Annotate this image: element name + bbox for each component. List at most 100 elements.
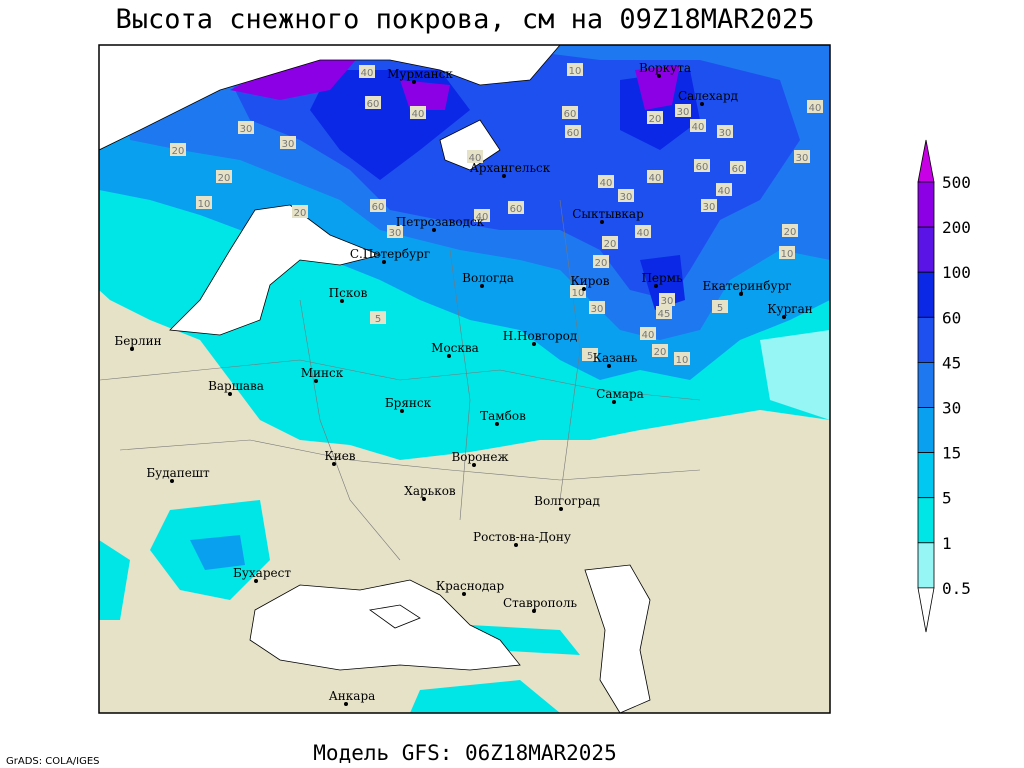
contour-label: 10	[198, 199, 211, 210]
colorbar-box	[917, 497, 935, 544]
contour-label-box	[701, 199, 717, 212]
contour-label: 45	[658, 309, 671, 320]
city-label: Анкара	[329, 689, 376, 703]
contour-label: 40	[476, 212, 489, 223]
contour-label-box	[730, 161, 746, 174]
contour-label-box	[565, 125, 581, 138]
city-label: Тамбов	[480, 409, 526, 423]
contour-label-box	[782, 224, 798, 237]
city-dot	[657, 74, 661, 78]
city-label: Минск	[301, 366, 344, 380]
city-label: Казань	[593, 351, 638, 365]
contour-label-box	[359, 65, 375, 78]
contour-label: 40	[637, 228, 650, 239]
colorbar-label: 15	[942, 444, 961, 463]
colorbar-label: 30	[942, 399, 961, 418]
city-dot	[432, 228, 436, 232]
map-frame	[98, 44, 831, 714]
contour-label: 20	[294, 208, 307, 219]
contour-label-box	[656, 306, 672, 319]
contour-label-box	[716, 183, 732, 196]
contour-label-box	[807, 100, 823, 113]
contour-label-box	[618, 189, 634, 202]
city-dot	[612, 400, 616, 404]
city-label: Салехард	[678, 89, 738, 103]
colorbar-label: 0.5	[942, 579, 971, 598]
contour-label: 5	[587, 351, 593, 362]
contour-label-box	[647, 111, 663, 124]
city-label: Ставрополь	[503, 596, 577, 610]
contour-label-box	[216, 170, 232, 183]
colorbar-label: 1	[942, 534, 952, 553]
contour-label-box	[598, 175, 614, 188]
city-dot	[170, 479, 174, 483]
colorbar-label: 5	[942, 489, 952, 508]
contour-label: 20	[595, 258, 608, 269]
contour-label: 20	[654, 347, 667, 358]
city-dot	[495, 422, 499, 426]
contour-label: 40	[809, 103, 822, 114]
city-label: Будапешт	[146, 466, 210, 480]
contour-label: 40	[600, 178, 613, 189]
contour-label: 30	[719, 128, 732, 139]
contour-label: 10	[676, 355, 689, 366]
contour-label: 60	[696, 162, 709, 173]
contour-label-box	[602, 236, 618, 249]
contour-label: 30	[796, 153, 809, 164]
city-label: Брянск	[385, 396, 432, 410]
contour-label-box	[652, 344, 668, 357]
city-dot	[447, 354, 451, 358]
city-dot	[514, 543, 518, 547]
city-label: Волгоград	[534, 494, 600, 508]
city-label: Киров	[571, 274, 610, 288]
contour-label-box	[562, 106, 578, 119]
contour-label: 20	[172, 146, 185, 157]
contour-label: 20	[784, 227, 797, 238]
contour-label-box	[674, 352, 690, 365]
contour-label-box	[589, 301, 605, 314]
contour-label: 10	[781, 249, 794, 260]
contour-label-box	[292, 205, 308, 218]
city-dot	[314, 379, 318, 383]
contour-label-box	[659, 293, 675, 306]
city-label: Курган	[767, 302, 812, 316]
city-dot	[254, 579, 258, 583]
colorbar-box	[917, 361, 935, 408]
title: Высота снежного покрова, см на 09Z18MAR2…	[116, 4, 815, 35]
city-label: Архангельск	[470, 161, 551, 175]
city-dot	[340, 299, 344, 303]
contour-label: 60	[372, 202, 385, 213]
contour-label: 40	[412, 109, 425, 120]
city-dot	[559, 507, 563, 511]
city-dot	[130, 347, 134, 351]
city-label: Псков	[329, 286, 368, 300]
contour-label-box	[712, 300, 728, 313]
city-label: Варшава	[208, 379, 264, 393]
colorbar-bottom	[917, 587, 935, 633]
contour-label-box	[280, 136, 296, 149]
city-label: Самара	[596, 387, 644, 401]
city-dot	[422, 497, 426, 501]
contour-label: 30	[661, 296, 674, 307]
city-dot	[607, 364, 611, 368]
contour-label: 30	[389, 228, 402, 239]
contour-label: 30	[703, 202, 716, 213]
contour-label: 20	[604, 239, 617, 250]
contour-label: 40	[692, 122, 705, 133]
city-dot	[472, 463, 476, 467]
contour-label-box	[570, 285, 586, 298]
city-dot	[502, 174, 506, 178]
contour-label: 20	[649, 114, 662, 125]
contour-label: 30	[591, 304, 604, 315]
contour-label: 40	[642, 330, 655, 341]
city-label: Ростов-на-Дону	[473, 530, 571, 544]
contour-label-box	[238, 121, 254, 134]
credit: GrADS: COLA/IGES	[6, 756, 100, 767]
colorbar-box	[917, 226, 935, 273]
contour-label: 10	[572, 288, 585, 299]
city-dot	[739, 292, 743, 296]
contour-label-box	[593, 255, 609, 268]
city-label: Вологда	[462, 271, 514, 285]
city-label: Бухарест	[233, 566, 291, 580]
contour-label: 60	[367, 99, 380, 110]
